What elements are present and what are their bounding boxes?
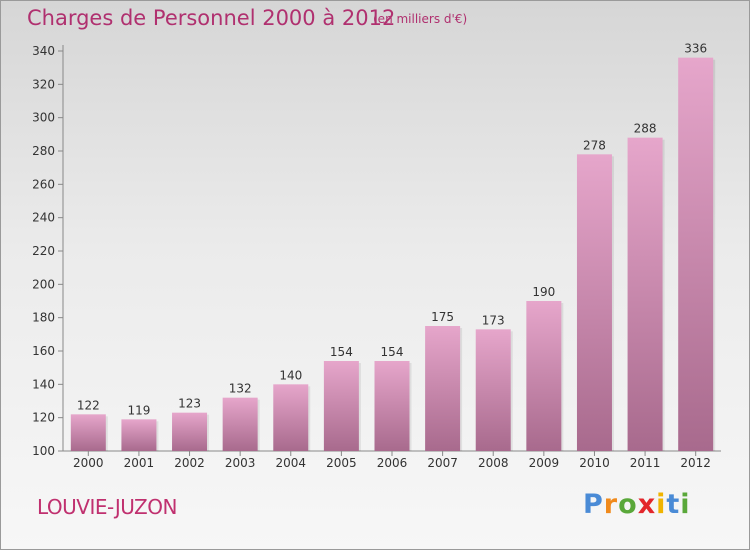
x-tick-label: 2012 — [680, 456, 711, 470]
y-tick-label: 220 — [32, 244, 55, 258]
data-label: 119 — [127, 403, 150, 417]
bar-2001 — [121, 419, 157, 451]
logo-letter: P — [583, 489, 604, 520]
chart-title: Charges de Personnel 2000 à 2012 — [27, 6, 396, 30]
data-label: 175 — [431, 310, 454, 324]
logo-letter: r — [603, 489, 619, 520]
bar-2009 — [526, 301, 562, 451]
x-tick-label: 2006 — [377, 456, 408, 470]
data-label: 288 — [634, 122, 657, 136]
x-tick-label: 2000 — [73, 456, 104, 470]
data-label: 122 — [77, 398, 100, 412]
proxiti-logo[interactable]: Proxiti — [583, 489, 691, 520]
unit-note: (en milliers d'€) — [373, 12, 468, 26]
axes: 100 120 140 160 180 200 220 240 260 280 300 320 340 2… — [32, 44, 721, 470]
bar-2011 — [627, 137, 663, 451]
y-tick-label: 120 — [32, 411, 55, 425]
y-tick-label: 200 — [32, 277, 55, 291]
x-tick-label: 2010 — [579, 456, 610, 470]
y-tick-label: 300 — [32, 111, 55, 125]
bar-2002 — [172, 412, 208, 451]
data-label: 123 — [178, 397, 201, 411]
data-label: 154 — [330, 345, 353, 359]
y-tick-label: 260 — [32, 177, 55, 191]
logo-letter: i — [656, 489, 667, 520]
data-label: 173 — [482, 313, 505, 327]
y-tick-label: 240 — [32, 211, 55, 225]
x-tick-label: 2005 — [326, 456, 357, 470]
y-tick-label: 140 — [32, 377, 55, 391]
data-label: 154 — [381, 345, 404, 359]
bar-2006 — [374, 361, 410, 451]
bar-2012 — [678, 57, 714, 452]
data-label: 278 — [583, 138, 606, 152]
bars — [70, 57, 716, 452]
data-label: 140 — [279, 368, 302, 382]
x-tick-label: 2001 — [124, 456, 155, 470]
bar-2003 — [222, 397, 258, 451]
bar-2004 — [273, 384, 309, 451]
bar-2000 — [70, 414, 106, 451]
data-label: 190 — [532, 285, 555, 299]
commune-name: LOUVIE-JUZON — [37, 495, 177, 519]
data-label: 336 — [684, 42, 707, 56]
data-label: 132 — [229, 382, 252, 396]
y-tick-label: 280 — [32, 144, 55, 158]
y-tick-label: 340 — [32, 44, 55, 58]
logo-letter: i — [680, 489, 691, 520]
logo-letter: o — [618, 489, 638, 520]
logo-letter: x — [637, 489, 657, 520]
bar-2007 — [425, 326, 461, 451]
x-tick-label: 2007 — [427, 456, 458, 470]
bar-2010 — [576, 154, 612, 452]
bar-2008 — [475, 329, 511, 451]
data-labels: 122 119 123 132 140 154 154 175 173 190 278 288 336 — [77, 42, 707, 418]
x-tick-label: 2003 — [225, 456, 256, 470]
x-tick-label: 2009 — [529, 456, 560, 470]
x-tick-label: 2008 — [478, 456, 509, 470]
y-tick-label: 100 — [32, 444, 55, 458]
x-tick-label: 2002 — [174, 456, 205, 470]
x-tick-label: 2004 — [275, 456, 306, 470]
y-tick-label: 180 — [32, 311, 55, 325]
y-tick-label: 320 — [32, 77, 55, 91]
logo-letter: t — [666, 489, 681, 520]
x-tick-label: 2011 — [630, 456, 661, 470]
y-tick-label: 160 — [32, 344, 55, 358]
bar-2005 — [323, 361, 359, 451]
